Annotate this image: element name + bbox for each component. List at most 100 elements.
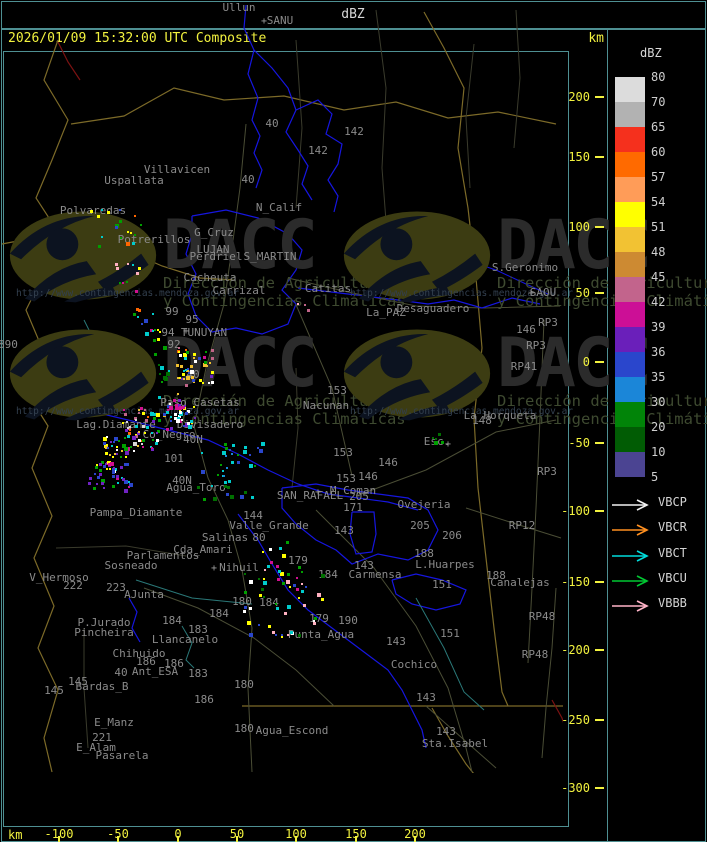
- radar-echo-pixel: [263, 581, 268, 586]
- radar-echo-pixel: [120, 476, 123, 479]
- radar-echo-pixel: [127, 481, 130, 484]
- map-label: E_Manz: [94, 715, 134, 729]
- radar-echo-pixel: [305, 585, 308, 588]
- radar-echo-pixel: [137, 267, 141, 271]
- map-line-teal: [135, 579, 253, 605]
- radar-echo-pixel: [153, 352, 157, 356]
- radar-echo-pixel: [199, 378, 203, 382]
- radar-echo-pixel: [112, 471, 116, 475]
- radar-echo-pixel: [178, 405, 182, 409]
- radar-echo-pixel: [143, 408, 146, 411]
- radar-echo-pixel: [150, 446, 153, 449]
- radar-echo-pixel: [101, 482, 105, 486]
- map-label: 153: [336, 471, 356, 485]
- legend-band-label: 80: [651, 70, 666, 84]
- radar-echo-pixel: [176, 392, 179, 395]
- radar-echo-pixel: [250, 495, 254, 499]
- legend-band-label: 45: [651, 270, 666, 284]
- radar-echo-pixel: [210, 357, 214, 361]
- radar-echo-pixel: [296, 302, 299, 305]
- radar-echo-pixel: [229, 448, 232, 451]
- radar-echo-pixel: [140, 407, 144, 411]
- radar-echo-pixel: [137, 412, 140, 415]
- map-label: Parlamentos: [126, 548, 200, 562]
- radar-echo-pixel: [108, 464, 112, 468]
- radar-echo-pixel: [296, 577, 299, 580]
- bottom-axis-tick-label: 50: [229, 827, 245, 841]
- right-axis-tick-label: -50: [568, 436, 590, 450]
- radar-echo-pixel: [123, 480, 128, 485]
- radar-echo-pixel: [185, 369, 188, 372]
- map-label: SAN_RAFAEL: [276, 488, 344, 502]
- radar-echo-pixel: [190, 365, 194, 369]
- radar-echo-pixel: [177, 417, 181, 421]
- map-line-faint: [55, 545, 187, 557]
- radar-echo-pixel: [89, 476, 93, 480]
- radar-echo-pixel: [236, 453, 239, 456]
- radar-echo-pixel: [205, 350, 208, 353]
- radar-echo-pixel: [186, 409, 190, 413]
- map-label: SAOU: [529, 285, 557, 299]
- map-label: S.Geronimo: [491, 260, 559, 274]
- map-line-faint: [291, 367, 299, 489]
- radar-echo-pixel: [203, 497, 207, 501]
- radar-echo-pixel: [185, 383, 189, 387]
- radar-echo-pixel: [312, 621, 316, 625]
- map-label: Nihuil: [219, 560, 259, 574]
- map-label: 183: [188, 666, 208, 680]
- radar-echo-pixel: [254, 464, 257, 467]
- radar-echo-pixel: [157, 419, 161, 423]
- radar-echo-pixel: [122, 408, 125, 411]
- bottom-axis-tick: [355, 836, 357, 842]
- bottom-axis-tick: [58, 836, 60, 842]
- radar-echo-pixel: [258, 577, 261, 580]
- legend-site-code: VBCT: [658, 545, 687, 560]
- radar-echo-pixel: [282, 581, 286, 585]
- radar-echo-pixel: [207, 382, 210, 385]
- dacc-eye-logo: [8, 208, 158, 307]
- map-label: 142: [344, 124, 364, 138]
- map-line-river: [253, 49, 313, 201]
- radar-echo-pixel: [298, 597, 301, 600]
- radar-echo-pixel: [98, 463, 102, 467]
- radar-echo-pixel: [268, 548, 272, 552]
- radar-echo-pixel: [248, 453, 251, 456]
- radar-echo-pixel: [258, 623, 261, 626]
- radar-echo-pixel: [151, 447, 155, 451]
- radar-echo-pixel: [101, 460, 105, 464]
- radar-echo-pixel: [158, 395, 162, 399]
- map-label: 190: [338, 613, 358, 627]
- radar-echo-pixel: [144, 432, 147, 435]
- vbcr-arrow: [612, 524, 649, 537]
- map-label: 143: [334, 523, 354, 537]
- radar-echo-pixel: [201, 452, 204, 455]
- map-line-road: [143, 587, 335, 707]
- radar-echo-pixel: [121, 478, 125, 482]
- map-label: E_Alam: [76, 740, 116, 754]
- dacc-watermark-url: http://www.contingencias.mendoza.gov.ar: [16, 288, 240, 299]
- map-line-road: [355, 419, 557, 497]
- radar-echo-pixel: [178, 350, 181, 353]
- radar-echo-pixel: [193, 359, 197, 363]
- legend-band-45: [615, 277, 645, 302]
- map-label: Bardas_B: [75, 679, 129, 693]
- right-axis-tick: [595, 96, 604, 98]
- radar-echo-pixel: [203, 355, 207, 359]
- legend-band-label: 51: [651, 220, 666, 234]
- radar-echo-pixel: [226, 493, 230, 497]
- map-label: 145: [44, 683, 64, 697]
- map-label: M_Coman: [329, 483, 377, 497]
- radar-echo-pixel: [159, 330, 162, 333]
- radar-echo-pixel: [133, 313, 137, 317]
- radar-echo-pixel: [180, 419, 183, 422]
- radar-echo-pixel: [107, 462, 111, 466]
- map-label: 184: [259, 595, 279, 609]
- legend-band-57: [615, 177, 645, 202]
- radar-echo-pixel: [127, 435, 131, 439]
- radar-echo-pixel: [174, 405, 179, 410]
- radar-echo-pixel: [122, 282, 124, 285]
- map-label: 222: [63, 578, 83, 592]
- radar-echo-pixel: [102, 487, 105, 490]
- map-label: Potrerillos: [117, 232, 191, 246]
- radar-echo-pixel: [289, 586, 292, 589]
